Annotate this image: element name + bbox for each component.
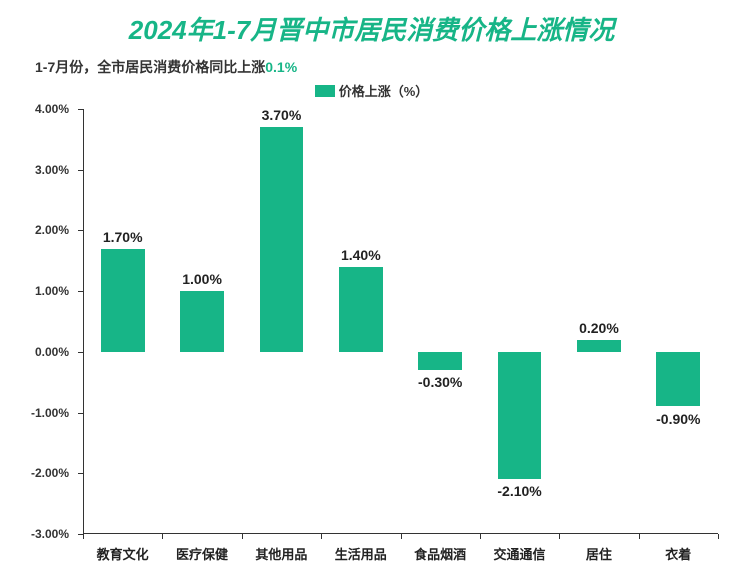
plot-area: 1.70% 1.00% 3.70% 1.40% -0.30% -2.10% 0.20% -0.… <box>83 109 718 534</box>
x-axis: 教育文化 医疗保健 其他用品 生活用品 食品烟酒 交通通信 居住 衣着 <box>83 538 718 564</box>
x-tick-label: 生活用品 <box>335 544 387 563</box>
bar <box>498 352 542 480</box>
bar <box>260 127 304 352</box>
bar <box>180 291 224 352</box>
bar <box>418 352 462 370</box>
y-tick-label: 3.00% <box>35 163 69 177</box>
x-tick-label: 医疗保健 <box>176 544 228 563</box>
bar-value-label: 1.00% <box>182 271 222 287</box>
bar-value-label: 1.70% <box>103 229 143 245</box>
chart-container: 2024年1-7月晋中市居民消费价格上涨情况 1-7月份，全市居民消费价格同比上… <box>0 0 743 587</box>
x-tick-label: 衣着 <box>665 544 691 563</box>
y-axis: -3.00%-2.00%-1.00%0.00%1.00%2.00%3.00%4.… <box>15 109 77 534</box>
x-tick-mark <box>718 534 719 539</box>
bar-value-label: 3.70% <box>262 107 302 123</box>
x-tick-label: 食品烟酒 <box>414 544 466 563</box>
y-tick-label: 2.00% <box>35 223 69 237</box>
bar-value-label: 0.20% <box>579 320 619 336</box>
y-tick-label: -3.00% <box>31 527 69 541</box>
x-tick-label: 其他用品 <box>255 544 307 563</box>
chart-area: -3.00% -2.00% -1.00% 0.00% 1.00% 2.00% 3.00% 4.… <box>15 104 728 564</box>
y-tick-label: 0.00% <box>35 345 69 359</box>
x-tick-label: 教育文化 <box>97 544 149 563</box>
chart-title: 2024年1-7月晋中市居民消费价格上涨情况 <box>15 10 728 47</box>
y-tick-label: 1.00% <box>35 284 69 298</box>
x-tick-label: 居住 <box>586 544 612 563</box>
subtitle-prefix: 1-7月份，全市居民消费价格同比上涨 <box>35 59 265 75</box>
y-axis-line <box>83 109 84 534</box>
legend-label: 价格上涨（%） <box>339 84 429 99</box>
bar-value-label: -0.90% <box>656 411 700 427</box>
bar <box>656 352 700 407</box>
chart-subtitle: 1-7月份，全市居民消费价格同比上涨0.1% <box>35 57 728 77</box>
bar-value-label: -0.30% <box>418 374 462 390</box>
chart-legend: 价格上涨（%） <box>15 81 728 100</box>
x-tick-label: 交通通信 <box>494 544 546 563</box>
bar <box>101 249 145 352</box>
subtitle-highlight: 0.1% <box>265 59 297 75</box>
legend-swatch <box>315 85 335 97</box>
bar-value-label: 1.40% <box>341 247 381 263</box>
y-tick-label: -2.00% <box>31 466 69 480</box>
bar-value-label: -2.10% <box>497 483 541 499</box>
y-tick-label: 4.00% <box>35 102 69 116</box>
bar <box>339 267 383 352</box>
bar <box>577 340 621 352</box>
y-tick-label: -1.00% <box>31 406 69 420</box>
